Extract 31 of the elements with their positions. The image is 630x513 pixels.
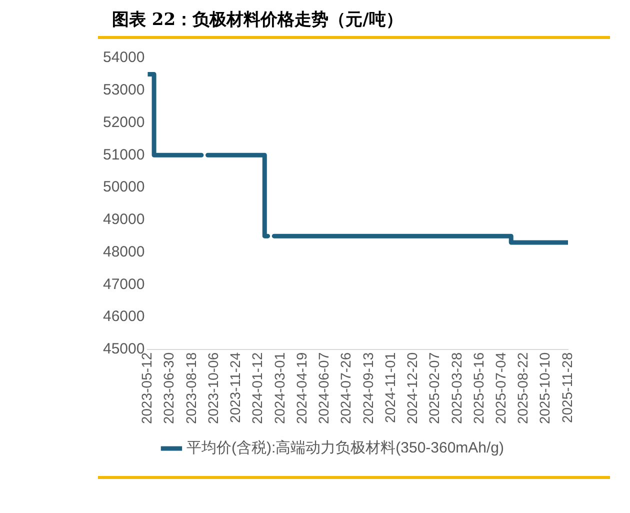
y-tick-label: 48000 (102, 243, 145, 260)
y-tick-label: 54000 (102, 49, 145, 66)
x-tick-label: 2025-11-28 (558, 352, 575, 423)
x-tick-label: 2025-10-10 (536, 352, 553, 424)
x-tick-label: 2025-08-22 (514, 352, 531, 424)
x-tick-label: 2025-05-16 (470, 352, 486, 424)
legend-label: 平均价(含税):高端动力负极材料(350-360mAh/g) (186, 440, 504, 457)
y-tick-label: 53000 (102, 82, 145, 99)
x-tick-label: 2023-06-30 (160, 352, 177, 424)
y-tick-label: 46000 (102, 308, 145, 326)
x-tick-label: 2024-03-01 (271, 352, 288, 424)
y-tick-label: 49000 (102, 211, 145, 228)
x-tick-label: 2025-03-28 (448, 352, 464, 424)
x-tick-label: 2024-07-26 (338, 352, 354, 424)
x-tick-label: 2025-07-04 (492, 352, 508, 424)
x-tick-label: 2024-11-01 (382, 352, 398, 423)
x-tick-label: 2024-04-19 (293, 352, 310, 424)
x-tick-label: 2023-08-18 (182, 352, 199, 424)
x-tick-label: 2025-02-07 (426, 352, 442, 424)
y-tick-label: 47000 (102, 276, 145, 293)
chart-title: 图表 22：负极材料价格走势（元/吨） (112, 9, 403, 31)
x-tick-label: 2024-12-20 (404, 352, 420, 424)
y-tick-label: 51000 (102, 146, 145, 164)
y-tick-label: 52000 (102, 114, 145, 131)
x-tick-label: 2024-06-07 (316, 352, 332, 424)
x-tick-label: 2023-11-24 (227, 352, 244, 423)
y-tick-label: 50000 (102, 178, 145, 196)
x-tick-label: 2024-01-12 (249, 352, 266, 424)
x-tick-label: 2023-10-06 (204, 352, 221, 424)
x-tick-label: 2023-05-12 (138, 352, 155, 424)
x-tick-label: 2024-09-13 (360, 352, 376, 424)
